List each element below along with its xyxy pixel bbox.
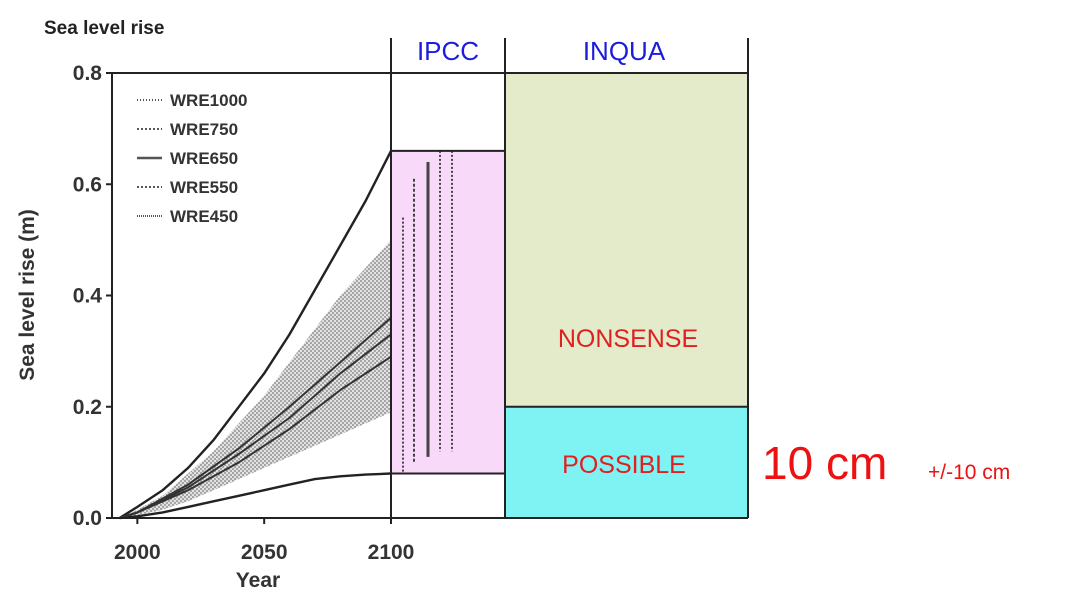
scenario-mean-line [119, 317, 392, 519]
chart-title: Sea level rise [44, 18, 164, 39]
inqua-possible-zone [505, 406, 748, 518]
x-axis-label: Year [236, 569, 280, 589]
y-tick-label: 0.4 [73, 285, 103, 308]
y-tick-label: 0.0 [73, 507, 102, 530]
possible-label: POSSIBLE [562, 451, 686, 479]
inqua-header: INQUA [583, 36, 666, 66]
x-tick-label: 2100 [368, 541, 415, 564]
legend-entry: WRE650 [170, 149, 238, 168]
y-axis-label: Sea level rise (m) [16, 209, 39, 381]
legend-entry: WRE750 [170, 120, 238, 139]
estimate-value: 10 cm [762, 437, 887, 489]
legend-entry: WRE1000 [170, 91, 247, 110]
ipcc-range-fill [391, 150, 505, 474]
y-tick-label: 0.6 [73, 173, 102, 196]
uncertainty-band [119, 239, 391, 518]
estimate-range: +/-10 cm [928, 461, 1010, 484]
x-tick-label: 2050 [241, 541, 288, 564]
ipcc-header: IPCC [417, 36, 479, 66]
legend-entry: WRE450 [170, 207, 238, 226]
nonsense-label: NONSENSE [558, 325, 698, 353]
ipcc-range-border [390, 149, 506, 475]
x-tick-label: 2000 [114, 541, 161, 564]
inqua-nonsense-zone [505, 73, 748, 407]
envelope-lower-line [119, 472, 392, 520]
y-tick-label: 0.2 [73, 396, 102, 419]
y-tick-label: 0.8 [73, 62, 103, 85]
envelope-upper-line [118, 150, 393, 520]
legend-entry: WRE550 [170, 178, 238, 197]
legend: WRE1000 WRE750 WRE650 WRE550 WRE450 [137, 91, 247, 226]
